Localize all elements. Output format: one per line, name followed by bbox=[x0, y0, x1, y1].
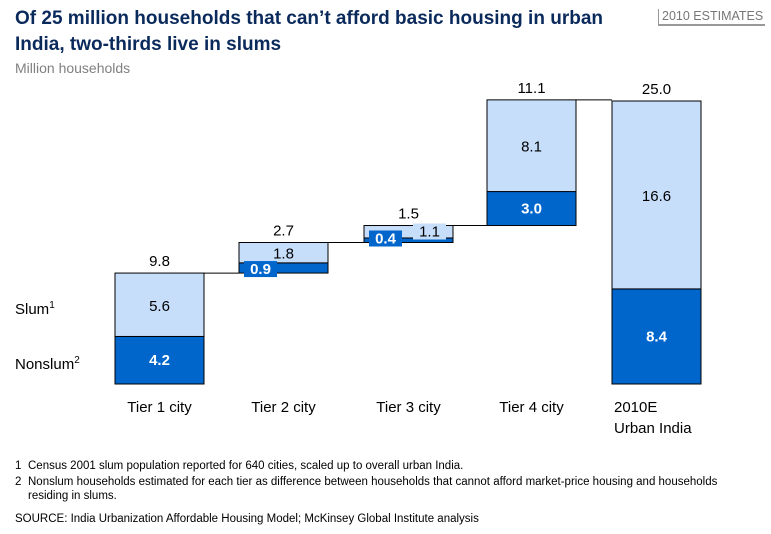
slum-value-label: 1.8 bbox=[273, 246, 294, 263]
total-value-label: 25.0 bbox=[642, 81, 671, 98]
footnote-text: Nonslum households estimated for each ti… bbox=[28, 476, 718, 502]
slum-value-label: 1.1 bbox=[419, 224, 440, 241]
total-value-label: 2.7 bbox=[273, 223, 294, 240]
category-label: Tier 4 city bbox=[499, 399, 564, 416]
nonslum-value-label: 0.4 bbox=[375, 231, 397, 248]
category-label: Urban India bbox=[614, 420, 692, 437]
slum-value-label: 16.6 bbox=[642, 188, 671, 205]
nonslum-value-label: 4.2 bbox=[149, 352, 170, 369]
category-label: Tier 3 city bbox=[376, 399, 441, 416]
category-label: 2010E bbox=[614, 399, 657, 416]
footnote-2: 2 Nonslum households estimated for each t… bbox=[15, 475, 748, 503]
category-label: Tier 1 city bbox=[127, 399, 192, 416]
nonslum-value-label: 8.4 bbox=[646, 328, 668, 345]
bar-nonslum bbox=[611, 288, 702, 385]
bar-slum bbox=[114, 272, 205, 337]
footnote-number: 2 bbox=[15, 476, 22, 488]
footnote-number: 1 bbox=[15, 460, 22, 472]
nonslum-value-label: 3.0 bbox=[521, 201, 542, 218]
footnote-text: Census 2001 slum population reported for… bbox=[28, 460, 464, 472]
nonslum-label-box bbox=[244, 261, 277, 278]
total-value-label: 11.1 bbox=[517, 80, 545, 97]
estimates-badge: 2010 ESTIMATES bbox=[658, 9, 766, 26]
slum-value-label: 8.1 bbox=[521, 139, 542, 156]
total-value-label: 1.5 bbox=[398, 206, 419, 223]
chart-subtitle: Million households bbox=[15, 60, 131, 76]
bar-slum bbox=[486, 99, 577, 193]
nonslum-label-box bbox=[369, 230, 402, 247]
total-value-label: 9.8 bbox=[149, 253, 170, 270]
chart-title: Of 25 million households that can’t affo… bbox=[15, 8, 603, 55]
footnote-1: 1 Census 2001 slum population reported fo… bbox=[15, 459, 748, 473]
bar-nonslum bbox=[486, 191, 577, 227]
source-note: SOURCE: India Urbanization Affordable Ho… bbox=[15, 513, 479, 525]
legend-label-slum: Slum1 bbox=[15, 300, 55, 318]
nonslum-value-label: 0.9 bbox=[250, 261, 271, 278]
legend-label-nonslum: Nonslum2 bbox=[15, 355, 80, 373]
category-label: Tier 2 city bbox=[251, 399, 316, 416]
slum-label-box bbox=[413, 223, 446, 240]
bar-slum bbox=[611, 100, 702, 290]
slum-value-label: 5.6 bbox=[149, 298, 170, 315]
bar-slum bbox=[238, 242, 329, 264]
